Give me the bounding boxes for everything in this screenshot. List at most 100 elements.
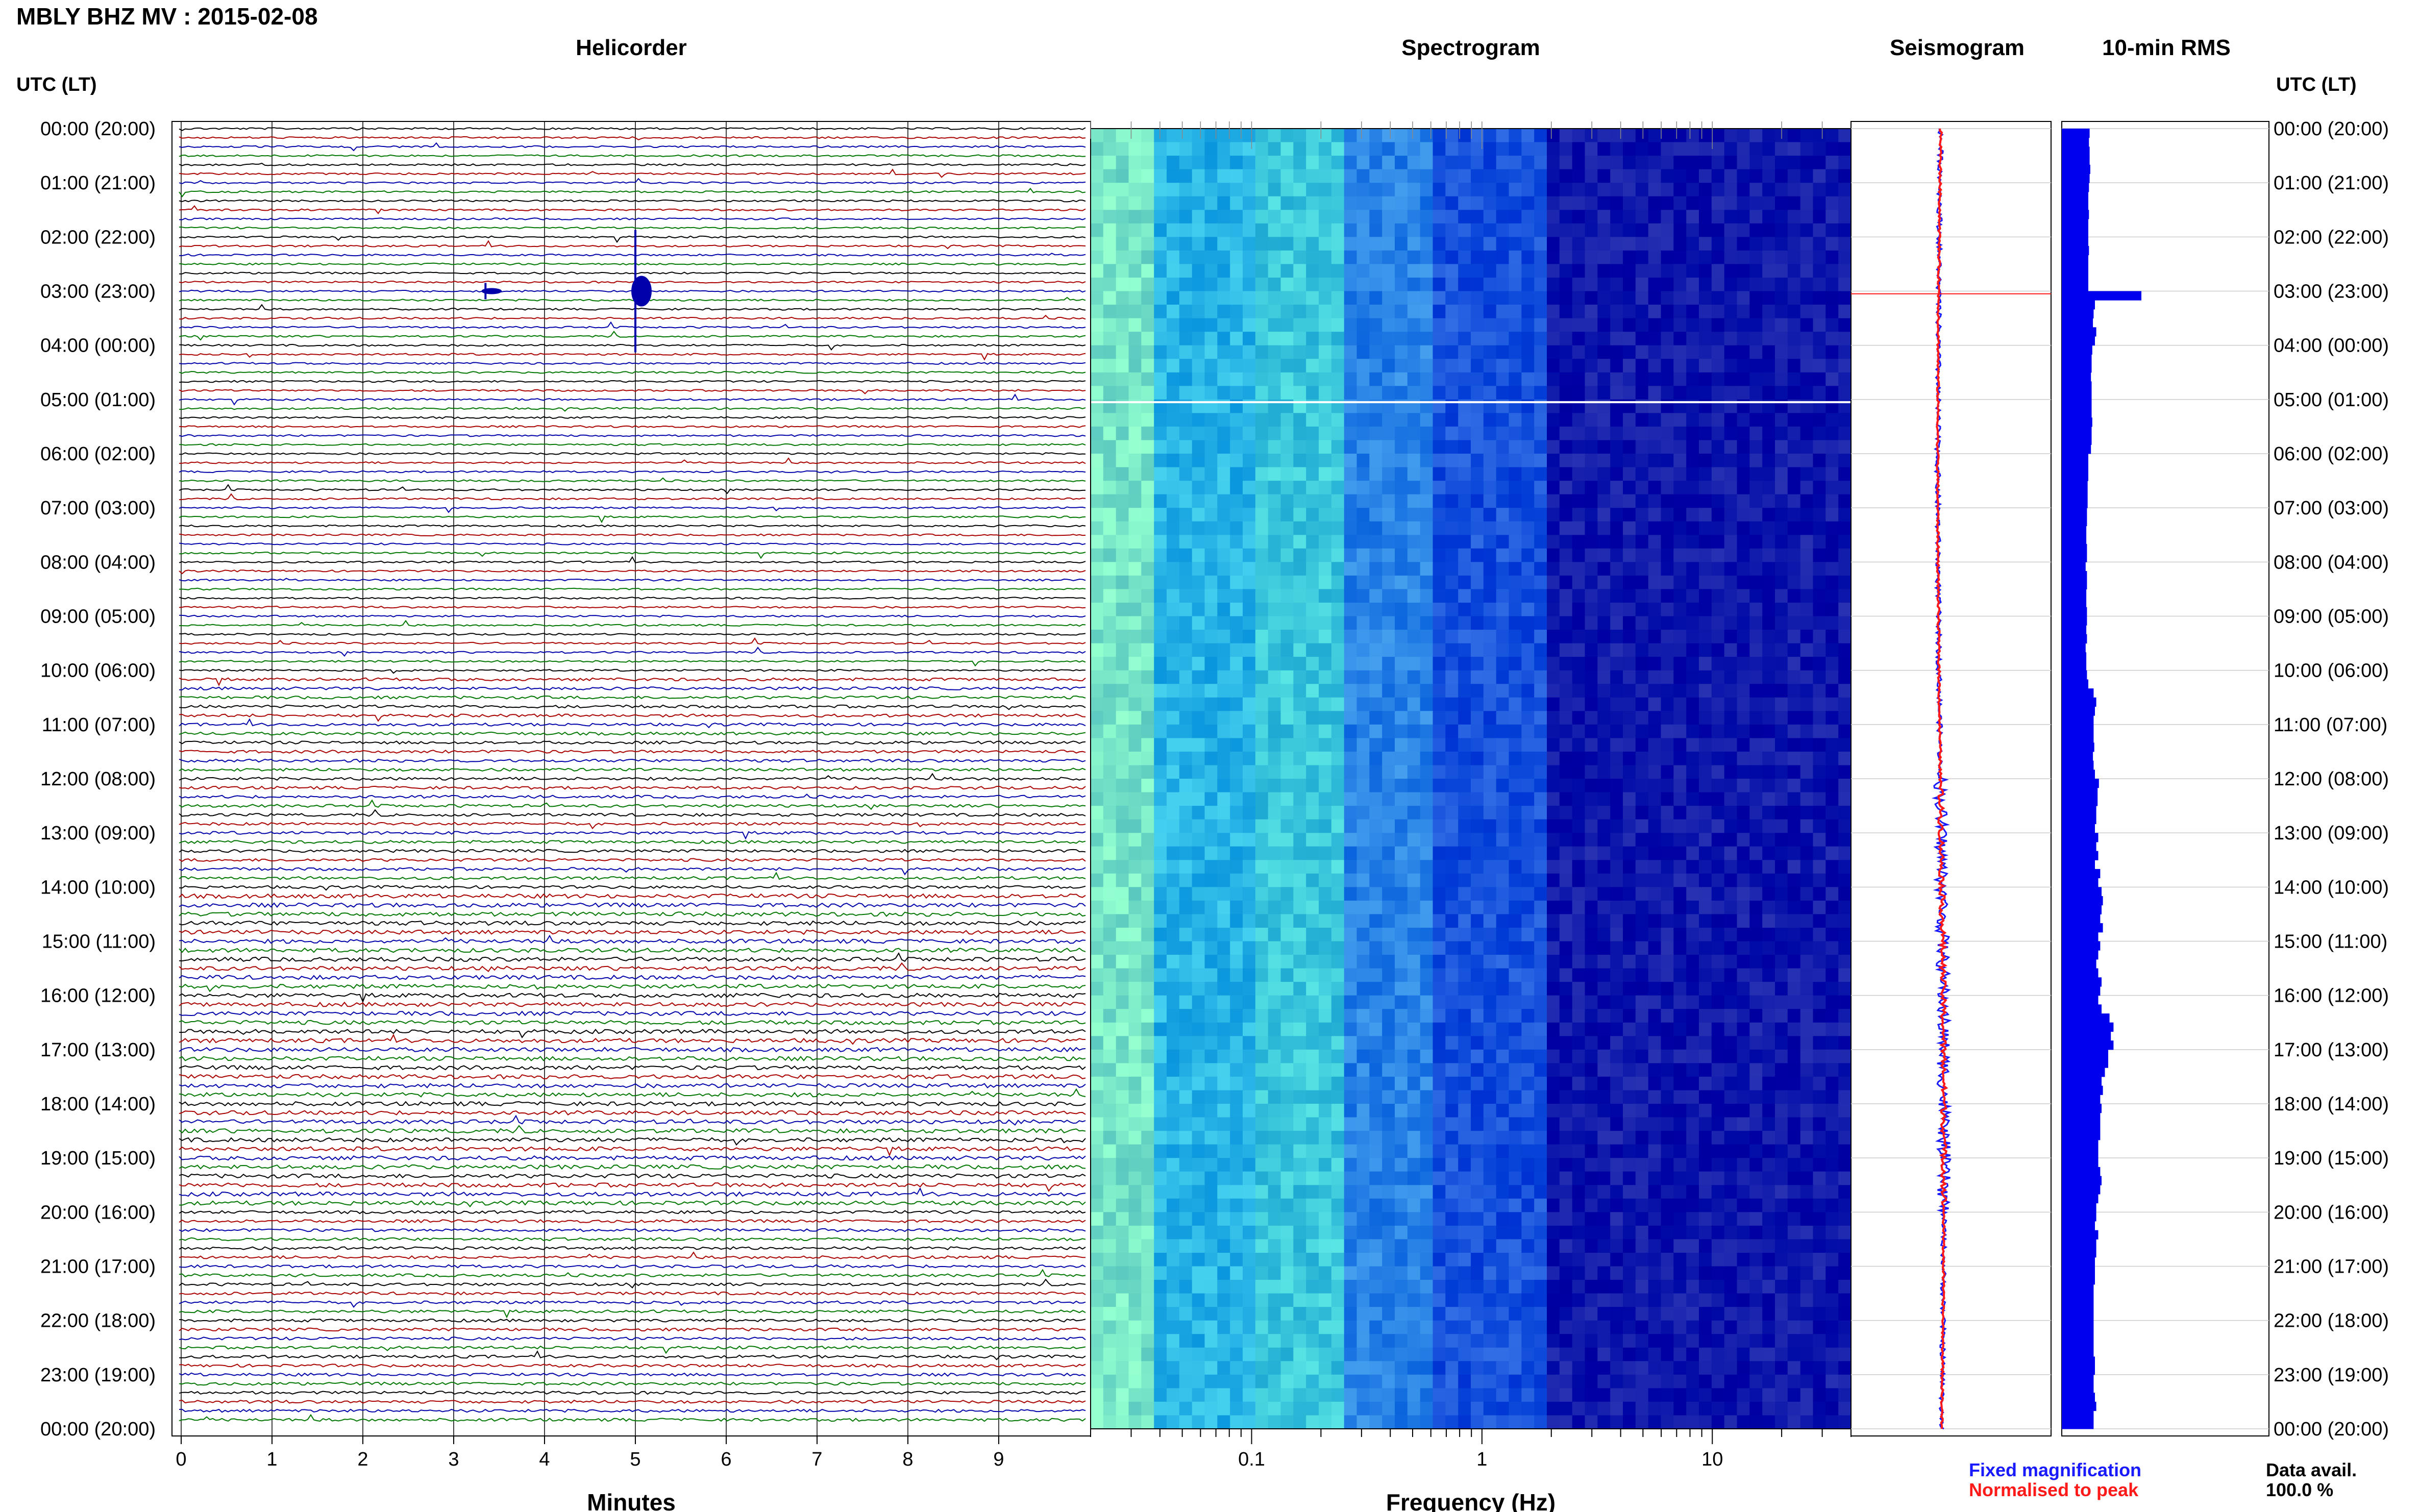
spectrogram-cell bbox=[1762, 548, 1775, 562]
spectrogram-cell bbox=[1458, 982, 1471, 996]
spectrogram-cell bbox=[1635, 806, 1649, 820]
spectrogram-cell bbox=[1787, 223, 1801, 237]
helicorder-trace bbox=[179, 1155, 1086, 1161]
spectrogram-cell bbox=[1255, 806, 1269, 820]
spectrogram-cell bbox=[1433, 1144, 1446, 1158]
spectrogram-cell bbox=[1737, 670, 1750, 684]
spectrogram-cell bbox=[1344, 183, 1357, 197]
spectrogram-cell bbox=[1395, 562, 1408, 576]
spectrogram-cell bbox=[1610, 575, 1623, 589]
spectrogram-cell bbox=[1483, 562, 1497, 576]
spectrogram-cell bbox=[1534, 440, 1547, 454]
spectrogram-cell bbox=[1648, 684, 1662, 698]
spectrogram-cell bbox=[1293, 1198, 1306, 1212]
spectrogram-cell bbox=[1813, 481, 1826, 495]
spectrogram-cell bbox=[1445, 169, 1459, 183]
spectrogram-cell bbox=[1306, 711, 1319, 725]
spectrogram-cell bbox=[1711, 589, 1725, 603]
spectrogram-cell bbox=[1711, 1036, 1725, 1050]
spectrogram-cell bbox=[1268, 481, 1281, 495]
spectrogram-cell bbox=[1775, 1009, 1788, 1023]
spectrogram-cell bbox=[1445, 779, 1459, 793]
spectrogram-cell bbox=[1445, 1049, 1459, 1063]
spectrogram-cell bbox=[1395, 521, 1408, 535]
spectrogram-cell bbox=[1648, 1104, 1662, 1118]
spectrogram-cell bbox=[1838, 548, 1852, 562]
spectrogram-cell bbox=[1395, 440, 1408, 454]
spectrogram-cell bbox=[1154, 738, 1167, 752]
spectrogram-cell bbox=[1395, 223, 1408, 237]
spectrogram-cell bbox=[1635, 264, 1649, 278]
spectrogram-cell bbox=[1167, 833, 1180, 847]
spectrogram-cell bbox=[1458, 887, 1471, 901]
spectrogram-cell bbox=[1471, 738, 1484, 752]
spectrogram-cell bbox=[1204, 413, 1218, 427]
spectrogram-cell bbox=[1167, 1022, 1180, 1036]
spectrogram-cell bbox=[1356, 765, 1370, 779]
spectrogram-cell bbox=[1724, 928, 1738, 942]
spectrogram-cell bbox=[1547, 806, 1560, 820]
spectrogram-cell bbox=[1635, 955, 1649, 969]
spectrogram-cell bbox=[1128, 738, 1142, 752]
spectrogram-cell bbox=[1433, 440, 1446, 454]
spectrogram-cell bbox=[1255, 237, 1269, 251]
spectrogram-cell bbox=[1635, 1104, 1649, 1118]
spectrogram-cell bbox=[1331, 792, 1345, 806]
spectrogram-cell bbox=[1445, 819, 1459, 833]
spectrogram-cell bbox=[1585, 616, 1598, 630]
spectrogram-cell bbox=[1344, 535, 1357, 549]
spectrogram-cell bbox=[1787, 535, 1801, 549]
spectrogram-cell bbox=[1344, 711, 1357, 725]
spectrogram-cell bbox=[1319, 156, 1332, 170]
spectrogram-cell bbox=[1369, 250, 1383, 264]
spectrogram-cell bbox=[1116, 548, 1129, 562]
spectrogram-cell bbox=[1179, 846, 1193, 860]
spectrogram-cell bbox=[1686, 169, 1699, 183]
spectrogram-cell bbox=[1293, 440, 1306, 454]
spectrogram-cell bbox=[1243, 521, 1256, 535]
spectrogram-cell bbox=[1458, 697, 1471, 711]
spectrogram-cell bbox=[1496, 684, 1510, 698]
spectrogram-cell bbox=[1699, 616, 1712, 630]
spectrogram-cell bbox=[1255, 359, 1269, 373]
spectrogram-cell bbox=[1521, 643, 1535, 657]
spectrogram-cell bbox=[1369, 142, 1383, 156]
spectrogram-cell bbox=[1306, 1144, 1319, 1158]
spectrogram-cell bbox=[1762, 481, 1775, 495]
spectrogram-cell bbox=[1268, 169, 1281, 183]
spectrogram-cell bbox=[1445, 806, 1459, 820]
spectrogram-cell bbox=[1813, 264, 1826, 278]
spectrogram-cell bbox=[1458, 237, 1471, 251]
spectrogram-cell bbox=[1749, 494, 1763, 508]
spectrogram-cell bbox=[1800, 345, 1814, 359]
spectrogram-cell bbox=[1204, 278, 1218, 292]
spectrogram-cell bbox=[1268, 1158, 1281, 1172]
spectrogram-cell bbox=[1382, 914, 1395, 928]
spectrogram-cell bbox=[1711, 643, 1725, 657]
spectrogram-cell bbox=[1699, 711, 1712, 725]
spectrogram-cell bbox=[1787, 968, 1801, 982]
spectrogram-cell bbox=[1699, 413, 1712, 427]
spectrogram-cell bbox=[1762, 887, 1775, 901]
spectrogram-cell bbox=[1547, 1090, 1560, 1104]
spectrogram-cell bbox=[1762, 806, 1775, 820]
spectrogram-cell bbox=[1749, 941, 1763, 955]
spectrogram-cell bbox=[1813, 1090, 1826, 1104]
spectrogram-cell bbox=[1230, 508, 1243, 522]
spectrogram-cell bbox=[1686, 900, 1699, 914]
spectrogram-cell bbox=[1306, 535, 1319, 549]
spectrogram-cell bbox=[1749, 386, 1763, 400]
spectrogram-cell bbox=[1749, 887, 1763, 901]
spectrogram-cell bbox=[1585, 1185, 1598, 1199]
spectrogram-cell bbox=[1521, 210, 1535, 224]
helicorder-trace bbox=[179, 1408, 1086, 1413]
spectrogram-cell bbox=[1597, 1158, 1611, 1172]
spectrogram-cell bbox=[1521, 792, 1535, 806]
spectrogram-cell bbox=[1635, 941, 1649, 955]
spectrogram-cell bbox=[1471, 1090, 1484, 1104]
spectrogram-cell bbox=[1091, 332, 1104, 346]
spectrogram-cell bbox=[1344, 603, 1357, 617]
spectrogram-cell bbox=[1458, 223, 1471, 237]
spectrogram-cell bbox=[1737, 318, 1750, 332]
spectrogram-cell bbox=[1356, 521, 1370, 535]
